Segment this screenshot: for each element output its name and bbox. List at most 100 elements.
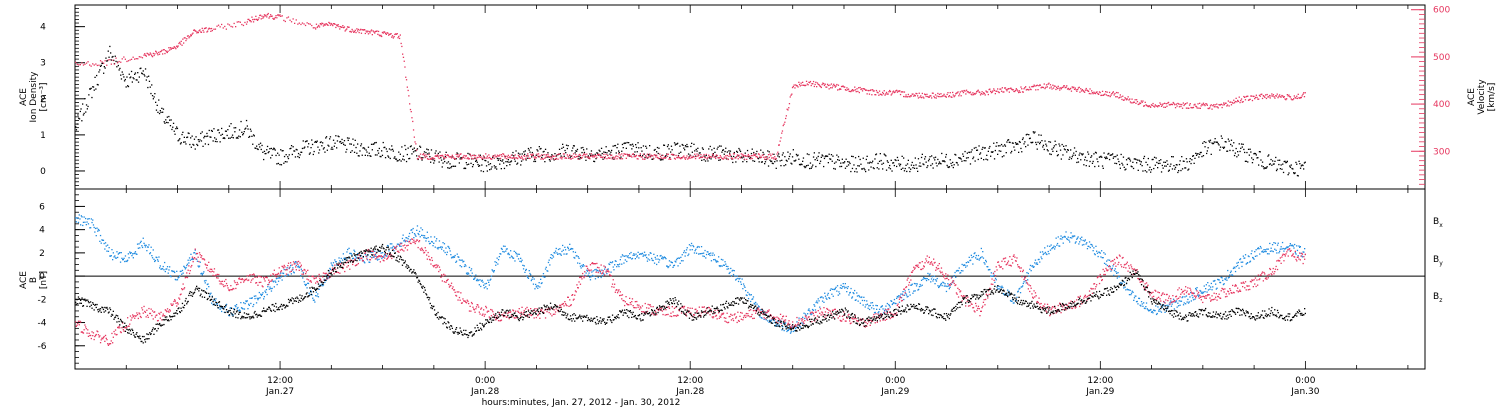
velocity-point <box>1247 99 1250 101</box>
density-point <box>1007 139 1009 141</box>
velocity-point <box>206 31 208 33</box>
velocity-point <box>1216 106 1219 108</box>
velocity-point <box>577 158 579 160</box>
by-point <box>540 282 542 285</box>
density-point <box>852 155 854 158</box>
density-point <box>1259 151 1261 153</box>
density-point <box>420 157 422 159</box>
by-point <box>995 279 997 281</box>
velocity-point <box>341 26 343 28</box>
by-point <box>873 312 876 314</box>
density-point <box>219 141 221 143</box>
density-point <box>242 133 245 135</box>
by-point <box>990 275 992 277</box>
by-point <box>853 292 855 295</box>
velocity-point <box>620 158 622 160</box>
by-point <box>773 319 775 321</box>
density-point <box>1060 158 1062 160</box>
by-point <box>1217 279 1220 281</box>
by-point <box>1098 251 1101 253</box>
by-point <box>639 253 641 255</box>
velocity-point <box>614 158 616 160</box>
velocity-point <box>893 91 895 94</box>
velocity-point <box>993 88 995 90</box>
by-point <box>279 277 281 279</box>
density-point <box>257 148 259 151</box>
by-point <box>918 286 921 288</box>
by-point <box>945 285 947 287</box>
density-point <box>911 161 913 164</box>
density-point <box>1000 143 1003 146</box>
velocity-point <box>1019 91 1021 93</box>
velocity-point <box>955 92 958 94</box>
velocity-point <box>813 85 815 88</box>
velocity-point <box>591 155 593 157</box>
density-point <box>222 137 224 139</box>
velocity-point <box>851 90 853 92</box>
velocity-point <box>1181 107 1184 109</box>
by-point <box>1091 245 1094 247</box>
density-point <box>724 150 726 153</box>
density-point <box>1174 166 1177 169</box>
density-point <box>712 153 714 155</box>
velocity-point <box>520 157 522 159</box>
density-point <box>1216 141 1218 143</box>
by-point <box>659 255 661 257</box>
density-point <box>455 158 457 160</box>
density-point <box>823 157 826 160</box>
density-point <box>279 163 281 166</box>
velocity-point <box>430 158 433 160</box>
density-point <box>254 147 256 149</box>
density-point <box>475 160 477 162</box>
density-point <box>832 155 834 157</box>
density-point <box>1108 152 1110 155</box>
velocity-point <box>273 18 275 20</box>
by-point <box>582 264 584 266</box>
density-point <box>314 141 316 143</box>
by-point <box>426 231 428 233</box>
velocity-point <box>683 155 685 157</box>
velocity-point <box>921 92 923 95</box>
density-point <box>567 145 569 147</box>
by-point <box>198 266 200 268</box>
by-point <box>1246 262 1248 264</box>
density-point <box>318 149 321 151</box>
density-point <box>487 161 489 163</box>
velocity-point <box>627 155 629 157</box>
density-point <box>1057 154 1059 156</box>
velocity-point <box>539 155 541 157</box>
density-point <box>1258 151 1261 153</box>
by-point <box>424 237 426 239</box>
by-point <box>890 300 892 302</box>
by-point <box>111 249 113 251</box>
by-point <box>724 261 726 263</box>
by-point <box>342 259 344 261</box>
velocity-point <box>922 96 924 98</box>
by-point <box>732 273 735 276</box>
density-point <box>1124 169 1126 171</box>
velocity-point <box>413 136 415 138</box>
density-point <box>253 135 255 137</box>
velocity-point <box>275 15 277 17</box>
by-point <box>681 254 683 256</box>
by-point <box>877 312 879 314</box>
by-point <box>522 264 524 266</box>
density-point <box>1192 155 1195 157</box>
velocity-point <box>411 117 413 119</box>
density-point <box>419 146 422 148</box>
by-point <box>1019 287 1021 290</box>
density-point <box>1043 148 1045 151</box>
by-point <box>920 285 922 287</box>
velocity-point <box>194 30 196 32</box>
by-point <box>1241 265 1243 268</box>
by-point <box>114 255 116 257</box>
density-point <box>620 156 622 158</box>
velocity-point <box>492 155 494 157</box>
velocity-point <box>462 156 464 158</box>
density-point <box>169 119 171 121</box>
by-point <box>1167 307 1169 309</box>
density-point <box>657 152 659 155</box>
by-point <box>1284 248 1286 250</box>
by-point <box>401 237 404 240</box>
velocity-point <box>604 156 606 158</box>
